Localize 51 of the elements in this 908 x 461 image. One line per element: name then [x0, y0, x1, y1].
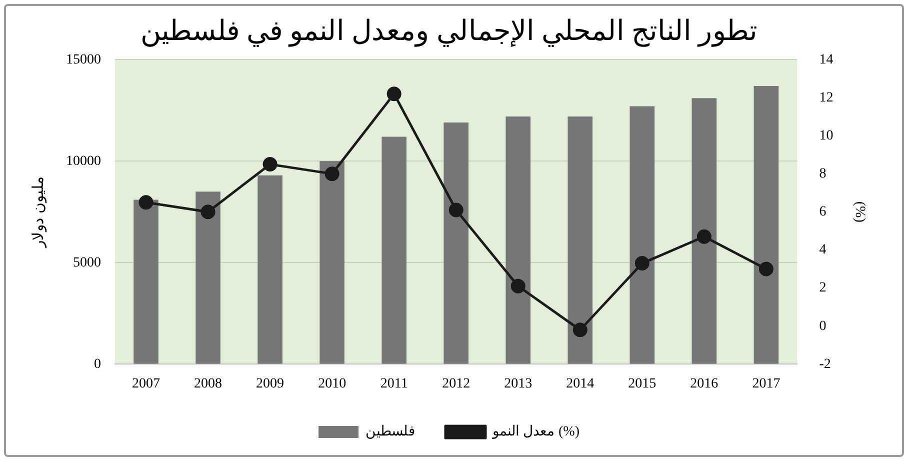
y2-tick-label: 0: [819, 318, 826, 334]
point: [262, 157, 278, 172]
bar: [444, 122, 469, 364]
x-tick-label: 2011: [380, 376, 408, 392]
y2-tick-label: 4: [819, 242, 826, 258]
y-axis-title: مليون دولار: [30, 176, 47, 248]
point: [386, 86, 402, 102]
x-tick-label: 2010: [318, 376, 346, 392]
point: [200, 204, 216, 220]
x-tick-label: 2016: [690, 376, 718, 392]
bar: [320, 161, 344, 364]
y2-tick-label: 12: [819, 90, 834, 106]
x-tick-label: 2008: [194, 376, 222, 392]
x-tick-label: 2009: [256, 376, 284, 392]
y-tick-label: 10000: [66, 154, 101, 169]
x-tick-label: 2013: [504, 376, 532, 392]
y2-tick-label: 6: [819, 204, 826, 220]
y2-tick-label: 8: [819, 166, 826, 182]
y-tick-label: 15000: [66, 52, 101, 68]
bar: [568, 116, 593, 364]
y2-tick-label: 10: [819, 128, 834, 144]
bar: [382, 136, 406, 364]
y2-axis-title: (%): [852, 201, 867, 223]
bar: [754, 86, 779, 364]
y-tick-label: 0: [94, 356, 101, 372]
point: [572, 322, 588, 338]
bar: [692, 98, 717, 364]
x-tick-label: 2007: [132, 376, 160, 392]
point: [324, 166, 340, 182]
point: [510, 278, 526, 294]
bar: [258, 175, 282, 364]
point: [634, 256, 650, 271]
x-tick-label: 2014: [566, 376, 594, 392]
point: [696, 229, 712, 244]
bar: [506, 116, 531, 364]
point: [448, 202, 464, 218]
bar: [134, 200, 158, 364]
legend-label: معدل النمو (%): [492, 424, 580, 440]
bar: [630, 106, 655, 364]
legend-label: فلسطين: [366, 424, 416, 440]
chart-title: تطور الناتج المحلي الإجمالي ومعدل النمو في فلسطين: [140, 16, 758, 48]
x-tick-label: 2015: [628, 376, 656, 392]
y-tick-label: 5000: [73, 255, 101, 270]
point: [758, 262, 774, 276]
x-tick-label: 2017: [752, 376, 780, 392]
point: [138, 195, 154, 210]
y2-tick-label: -2: [819, 356, 831, 372]
y2-tick-label: 14: [819, 52, 834, 68]
y2-tick-label: 2: [819, 280, 826, 296]
x-tick-label: 2012: [442, 376, 470, 392]
bar: [196, 192, 220, 364]
